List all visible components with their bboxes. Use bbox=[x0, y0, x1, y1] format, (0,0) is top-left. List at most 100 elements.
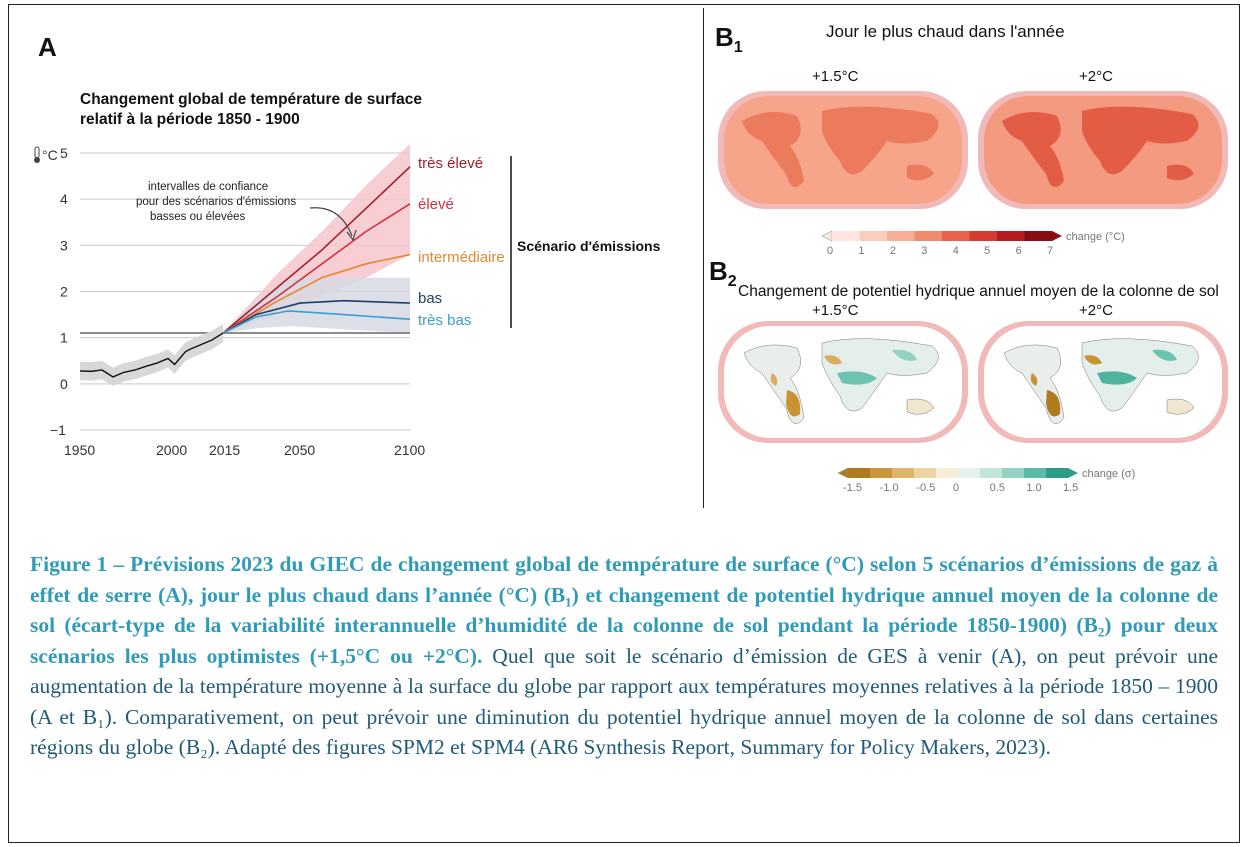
annotation-line-2: pour des scénarios d'émissions bbox=[136, 196, 296, 208]
chart-title-line2: relatif à la période 1850 - 1900 bbox=[80, 111, 300, 128]
cbar1-tick-4: 4 bbox=[953, 245, 959, 257]
x-tick-1950: 1950 bbox=[64, 442, 95, 458]
b2-right-wet-asia bbox=[1152, 349, 1177, 361]
cbar2-swatch-3 bbox=[914, 468, 937, 478]
cbar1-tick-0: 0 bbox=[827, 245, 833, 257]
series-label-1: élevé bbox=[418, 196, 454, 213]
y-tick--1: −1 bbox=[50, 422, 66, 438]
series-line-1 bbox=[222, 203, 411, 334]
x-tick-2100: 2100 bbox=[394, 442, 425, 458]
scenario-series bbox=[222, 166, 411, 334]
cbar2-swatch-9 bbox=[1046, 468, 1069, 478]
y-tick-2: 2 bbox=[60, 284, 68, 300]
b2-map-label-right: +2°C bbox=[1079, 302, 1113, 319]
panel-a-chart: Changement global de température de surf… bbox=[34, 91, 661, 458]
cbar1-swatch-3 bbox=[914, 231, 943, 241]
confidence-bands bbox=[223, 143, 410, 334]
cbar1-tick-2: 2 bbox=[890, 245, 896, 257]
b1-left-americas bbox=[742, 112, 804, 188]
cbar2-swatch-0 bbox=[848, 468, 871, 478]
cbar2-unit: change (σ) bbox=[1082, 468, 1135, 480]
b1-map-left bbox=[718, 91, 968, 209]
b1-maps: 0 1 2 3 4 5 6 7 change (°C) bbox=[718, 91, 1228, 257]
series-label-3: bas bbox=[418, 290, 442, 307]
b1-map-right bbox=[978, 91, 1228, 209]
cbar2-arrow-right bbox=[1068, 468, 1078, 478]
b2-left-dry-med bbox=[824, 355, 842, 365]
y-tick-5: 5 bbox=[60, 145, 68, 161]
x-tick-labels: 1950 2000 2015 2050 2100 bbox=[64, 442, 425, 458]
cbar2-tick-3: 0 bbox=[953, 482, 959, 494]
b1-left-eurasia-africa bbox=[822, 106, 939, 175]
cbar2-tick-6: 1.5 bbox=[1063, 482, 1078, 494]
cbar1-tick-5: 5 bbox=[984, 245, 990, 257]
series-label-0: très élevé bbox=[418, 155, 483, 172]
series-line-0 bbox=[222, 166, 411, 334]
cbar2-swatch-8 bbox=[1024, 468, 1047, 478]
caption-normal: Quel que soit le scénario d’émission de … bbox=[30, 643, 1219, 760]
chart-title-line1: Changement global de température de surf… bbox=[80, 91, 422, 108]
b2-left-australia bbox=[906, 398, 935, 415]
cbar1-swatch-7 bbox=[1024, 231, 1053, 241]
b2-left-wet-asia bbox=[892, 349, 917, 361]
cbar2-tick-1: -1.0 bbox=[880, 482, 899, 494]
band-low bbox=[223, 277, 410, 334]
figure-frame bbox=[8, 4, 1240, 843]
cbar2-swatch-1 bbox=[870, 468, 893, 478]
b1-map-label-right: +2°C bbox=[1079, 68, 1113, 85]
x-tick-2050: 2050 bbox=[284, 442, 315, 458]
cbar1-arrow-right bbox=[1052, 231, 1062, 241]
panel-b2-letter-text: B bbox=[709, 256, 728, 286]
series-line-4 bbox=[222, 310, 411, 334]
series-label-4: très bas bbox=[418, 312, 471, 329]
cbar2-swatch-2 bbox=[892, 468, 915, 478]
cbar2-swatch-6 bbox=[980, 468, 1003, 478]
b2-left-dry-na bbox=[770, 373, 778, 386]
scenario-heading: Scénario d'émissions bbox=[517, 238, 661, 254]
cbar1-swatch-0 bbox=[832, 231, 860, 241]
cbar1-tick-7: 7 bbox=[1047, 245, 1053, 257]
cbar2-swatch-7 bbox=[1002, 468, 1025, 478]
thermometer-icon bbox=[34, 146, 40, 163]
annotation-line-3: basses ou élevées bbox=[150, 211, 246, 223]
y-tick-labels: −1 0 1 2 3 4 5 bbox=[50, 145, 68, 438]
x-tick-2015: 2015 bbox=[209, 442, 240, 458]
b2-map-label-left: +1.5°C bbox=[812, 302, 859, 319]
cbar1-swatch-1 bbox=[859, 231, 888, 241]
b2-map-left bbox=[718, 321, 968, 443]
cbar2-swatch-4 bbox=[936, 468, 959, 478]
cbar1-tick-3: 3 bbox=[921, 245, 927, 257]
cbar1-swatch-6 bbox=[997, 231, 1025, 241]
panel-b2-letter: B2 bbox=[709, 256, 737, 291]
b2-right-wet-sahel bbox=[1097, 371, 1137, 385]
x-tick-2000: 2000 bbox=[156, 442, 187, 458]
cbar2-tick-5: 1.0 bbox=[1026, 482, 1041, 494]
panel-a-letter: A bbox=[38, 32, 57, 62]
b2-maps: -1.5 -1.0 -0.5 0 0.5 1.0 1.5 change (σ) bbox=[718, 321, 1228, 494]
b2-right-dry-na bbox=[1030, 373, 1038, 386]
panel-b1-letter: B1 bbox=[715, 22, 743, 57]
b1-left-australia bbox=[907, 164, 934, 181]
b1-map-label-left: +1.5°C bbox=[812, 68, 859, 85]
panel-b1-subscript: 1 bbox=[733, 39, 743, 57]
cbar2-arrow-left bbox=[837, 467, 849, 479]
b1-right-eurasia-africa bbox=[1082, 106, 1199, 175]
cbar1-tick-1: 1 bbox=[858, 245, 864, 257]
cbar1-swatch-4 bbox=[942, 231, 970, 241]
cbar2-swatch-5 bbox=[958, 468, 981, 478]
b2-map-right bbox=[978, 321, 1228, 443]
b1-right-australia bbox=[1167, 164, 1194, 181]
cbar1-unit: change (°C) bbox=[1066, 231, 1125, 243]
y-unit-label: °C bbox=[42, 147, 58, 163]
historical-line bbox=[79, 332, 224, 378]
annotation-line-1: intervalles de confiance bbox=[148, 181, 268, 193]
historical-series bbox=[79, 323, 224, 387]
y-tick-3: 3 bbox=[60, 237, 68, 253]
y-tick-0: 0 bbox=[60, 376, 68, 392]
b1-right-americas bbox=[1002, 112, 1064, 188]
b2-left-wet-sahel bbox=[837, 371, 877, 385]
annotation-arrowhead bbox=[346, 229, 357, 242]
cbar2-tick-4: 0.5 bbox=[990, 482, 1005, 494]
y-tick-4: 4 bbox=[60, 191, 68, 207]
series-line-2 bbox=[222, 253, 411, 334]
